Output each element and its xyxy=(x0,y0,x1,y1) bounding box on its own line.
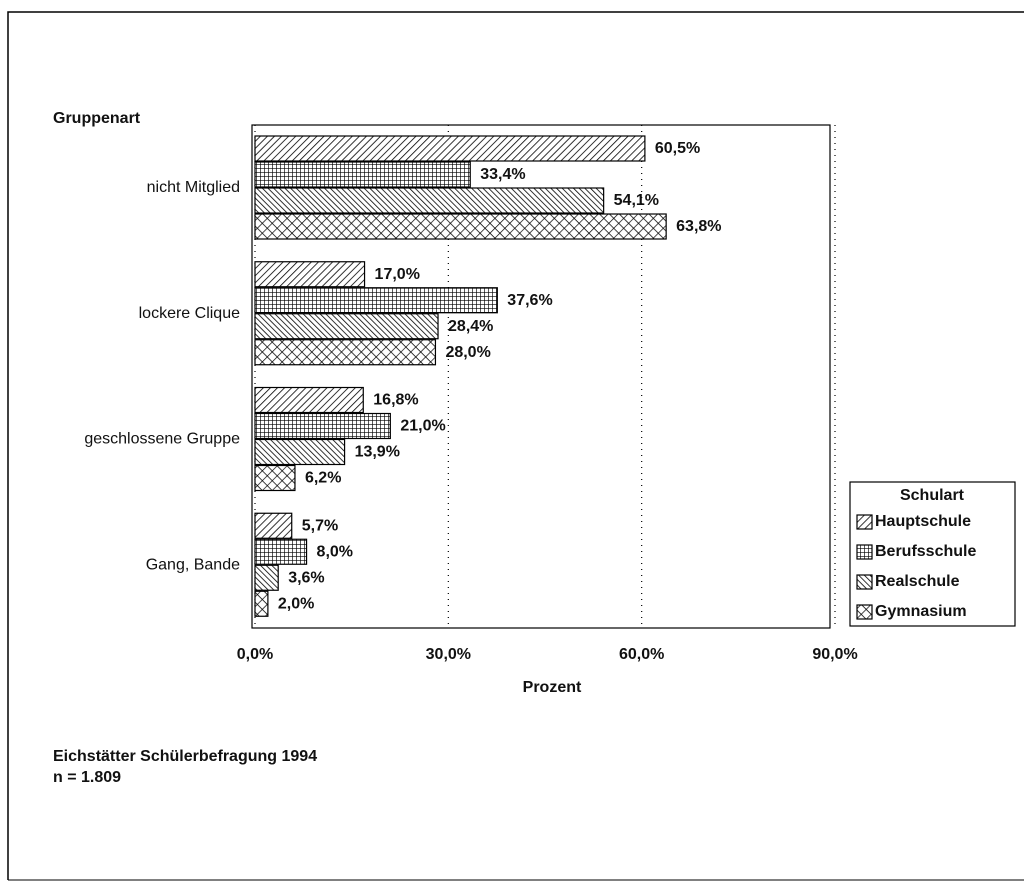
value-label: 16,8% xyxy=(373,392,418,409)
bar xyxy=(254,564,279,591)
legend-swatch xyxy=(856,604,873,620)
legend-label: Realschule xyxy=(875,573,960,590)
bar xyxy=(254,386,364,414)
legend-label: Gymnasium xyxy=(875,603,967,620)
legend-box xyxy=(849,481,1016,627)
bar xyxy=(254,512,293,539)
value-label: 13,9% xyxy=(355,444,400,461)
legend-label: Berufsschule xyxy=(875,543,976,560)
bar xyxy=(254,161,471,188)
x-tick-label: 30,0% xyxy=(426,646,471,663)
value-label: 60,5% xyxy=(655,140,700,157)
bar xyxy=(254,213,667,240)
legend-swatch xyxy=(856,514,873,530)
bar xyxy=(254,438,346,466)
legend-swatch xyxy=(856,544,873,560)
value-label: 5,7% xyxy=(302,517,338,534)
value-label: 6,2% xyxy=(305,470,341,487)
value-label: 21,0% xyxy=(400,418,445,435)
bar xyxy=(254,287,498,314)
bar xyxy=(254,590,269,617)
category-label: nicht Mitglied xyxy=(147,179,240,196)
plot-frame xyxy=(251,124,831,629)
value-label: 8,0% xyxy=(317,543,353,560)
bar xyxy=(254,412,391,440)
x-tick-label: 90,0% xyxy=(812,646,857,663)
legend-label: Hauptschule xyxy=(875,513,971,530)
value-label: 2,0% xyxy=(278,595,314,612)
note: n = 1.809 xyxy=(53,769,121,786)
note: Eichstätter Schülerbefragung 1994 xyxy=(53,748,317,765)
value-label: 63,8% xyxy=(676,218,721,235)
bar xyxy=(254,313,439,340)
page-border xyxy=(7,11,1024,880)
x-axis-label: Prozent xyxy=(523,679,582,696)
category-label: lockere Clique xyxy=(139,305,240,322)
value-label: 37,6% xyxy=(507,292,552,309)
value-label: 3,6% xyxy=(288,569,324,586)
value-label: 28,0% xyxy=(445,344,490,361)
bar xyxy=(254,135,646,162)
x-tick-label: 0,0% xyxy=(237,646,273,663)
legend-swatch xyxy=(856,574,873,590)
bar xyxy=(254,538,308,565)
value-label: 54,1% xyxy=(614,192,659,209)
x-tick-label: 60,0% xyxy=(619,646,664,663)
bar xyxy=(254,339,437,366)
y-axis-label: Gruppenart xyxy=(53,110,141,127)
category-label: geschlossene Gruppe xyxy=(84,431,240,448)
bar xyxy=(254,187,605,214)
value-label: 28,4% xyxy=(448,318,493,335)
legend-title: Schulart xyxy=(900,487,965,504)
bar xyxy=(254,464,296,492)
value-label: 17,0% xyxy=(375,266,420,283)
bar xyxy=(254,261,366,288)
category-label: Gang, Bande xyxy=(146,556,240,573)
value-label: 33,4% xyxy=(480,166,525,183)
